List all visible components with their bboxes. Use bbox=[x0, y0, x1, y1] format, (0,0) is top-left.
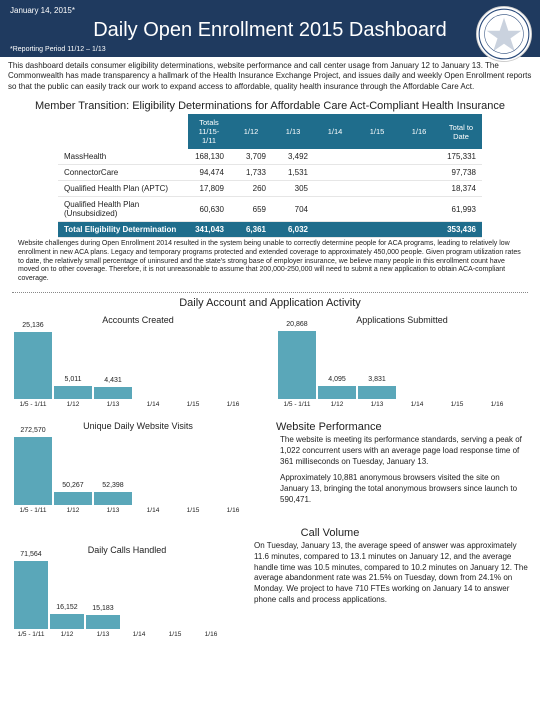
x-axis-label: 1/16 bbox=[478, 401, 516, 408]
table-footnote: Website challenges during Open Enrollmen… bbox=[0, 238, 540, 290]
x-axis-label: 1/15 bbox=[158, 631, 192, 638]
bar: 5,011 bbox=[54, 386, 92, 399]
bar: 50,267 bbox=[54, 492, 92, 504]
bar: 20,868 bbox=[278, 331, 316, 399]
bar: 4,095 bbox=[318, 386, 356, 399]
bar: 4,431 bbox=[94, 387, 132, 399]
eligibility-table: Totals 11/15- 1/111/121/131/141/151/16To… bbox=[58, 114, 482, 238]
x-axis-label: 1/15 bbox=[174, 507, 212, 514]
table-header: Totals 11/15- 1/11 bbox=[188, 114, 230, 149]
divider bbox=[12, 292, 528, 293]
page-title: Daily Open Enrollment 2015 Dashboard bbox=[10, 19, 530, 42]
table-header: Total to Date bbox=[440, 114, 482, 149]
callvol-text: On Tuesday, January 13, the average spee… bbox=[254, 541, 528, 647]
chart-accounts: 25,1365,0114,4311/5 - 1/111/121/131/141/… bbox=[12, 327, 264, 417]
x-axis-label: 1/14 bbox=[134, 401, 172, 408]
x-axis-label: 1/16 bbox=[214, 507, 252, 514]
x-axis-label: 1/13 bbox=[358, 401, 396, 408]
chart-apps: 20,8684,0953,8311/5 - 1/111/121/131/141/… bbox=[276, 327, 528, 417]
x-axis-label: 1/13 bbox=[94, 401, 132, 408]
table-row: Qualified Health Plan (APTC)17,809260305… bbox=[58, 181, 482, 197]
x-axis-label: 1/5 - 1/11 bbox=[14, 401, 52, 408]
table-header: 1/13 bbox=[272, 114, 314, 149]
x-axis-label: 1/16 bbox=[194, 631, 228, 638]
table-header bbox=[58, 114, 188, 149]
x-axis-label: 1/5 - 1/11 bbox=[14, 631, 48, 638]
x-axis-label: 1/16 bbox=[214, 401, 252, 408]
x-axis-label: 1/15 bbox=[174, 401, 212, 408]
state-seal-icon bbox=[476, 6, 532, 62]
table-header: 1/14 bbox=[314, 114, 356, 149]
x-axis-label: 1/12 bbox=[54, 401, 92, 408]
x-axis-label: 1/5 - 1/11 bbox=[278, 401, 316, 408]
chart-title-calls: Daily Calls Handled bbox=[12, 545, 242, 555]
chart-visits: 272,57050,26752,3981/5 - 1/111/121/131/1… bbox=[12, 433, 264, 523]
callvol-title: Call Volume bbox=[120, 527, 540, 539]
x-axis-label: 1/13 bbox=[86, 631, 120, 638]
reporting-period: *Reporting Period 11/12 – 1/13 bbox=[10, 46, 530, 53]
x-axis-label: 1/14 bbox=[134, 507, 172, 514]
webperf-p2: Approximately 10,881 anonymous browsers … bbox=[276, 473, 528, 505]
table-section-title: Member Transition: Eligibility Determina… bbox=[0, 100, 540, 112]
chart-calls: 71,56416,15215,183 1/5 - 1/111/121/131/14… bbox=[12, 557, 242, 647]
table-row: Qualified Health Plan (Unsubsidized)60,6… bbox=[58, 197, 482, 222]
chart-title-apps: Applications Submitted bbox=[276, 315, 528, 325]
table-header: 1/15 bbox=[356, 114, 398, 149]
bar: 3,831 bbox=[358, 386, 396, 399]
webperf-title: Website Performance bbox=[276, 421, 528, 433]
x-axis-label: 1/5 - 1/11 bbox=[14, 507, 52, 514]
table-total-row: Total Eligibility Determination341,0436,… bbox=[58, 222, 482, 238]
activity-section-title: Daily Account and Application Activity bbox=[0, 297, 540, 309]
x-axis-label: 1/12 bbox=[318, 401, 356, 408]
table-header: 1/16 bbox=[398, 114, 440, 149]
bar: 15,183 bbox=[86, 615, 120, 629]
report-date: January 14, 2015* bbox=[10, 6, 530, 15]
intro-text: This dashboard details consumer eligibil… bbox=[0, 57, 540, 96]
x-axis-label: 1/14 bbox=[398, 401, 436, 408]
table-row: ConnectorCare94,4741,7331,53197,738 bbox=[58, 165, 482, 181]
table-header: 1/12 bbox=[230, 114, 272, 149]
x-axis-label: 1/15 bbox=[438, 401, 476, 408]
header: January 14, 2015* Daily Open Enrollment … bbox=[0, 0, 540, 57]
chart-title-accounts: Accounts Created bbox=[12, 315, 264, 325]
webperf-p1: The website is meeting its performance s… bbox=[276, 435, 528, 467]
bar: 272,570 bbox=[14, 437, 52, 505]
bar: 25,136 bbox=[14, 332, 52, 399]
x-axis-label: 1/12 bbox=[54, 507, 92, 514]
bar: 16,152 bbox=[50, 614, 84, 629]
x-axis-label: 1/12 bbox=[50, 631, 84, 638]
x-axis-label: 1/14 bbox=[122, 631, 156, 638]
x-axis-label: 1/13 bbox=[94, 507, 132, 514]
table-row: MassHealth168,1303,7093,492175,331 bbox=[58, 149, 482, 165]
bar: 52,398 bbox=[94, 492, 132, 505]
chart-title-visits: Unique Daily Website Visits bbox=[12, 421, 264, 431]
bar: 71,564 bbox=[14, 561, 48, 629]
